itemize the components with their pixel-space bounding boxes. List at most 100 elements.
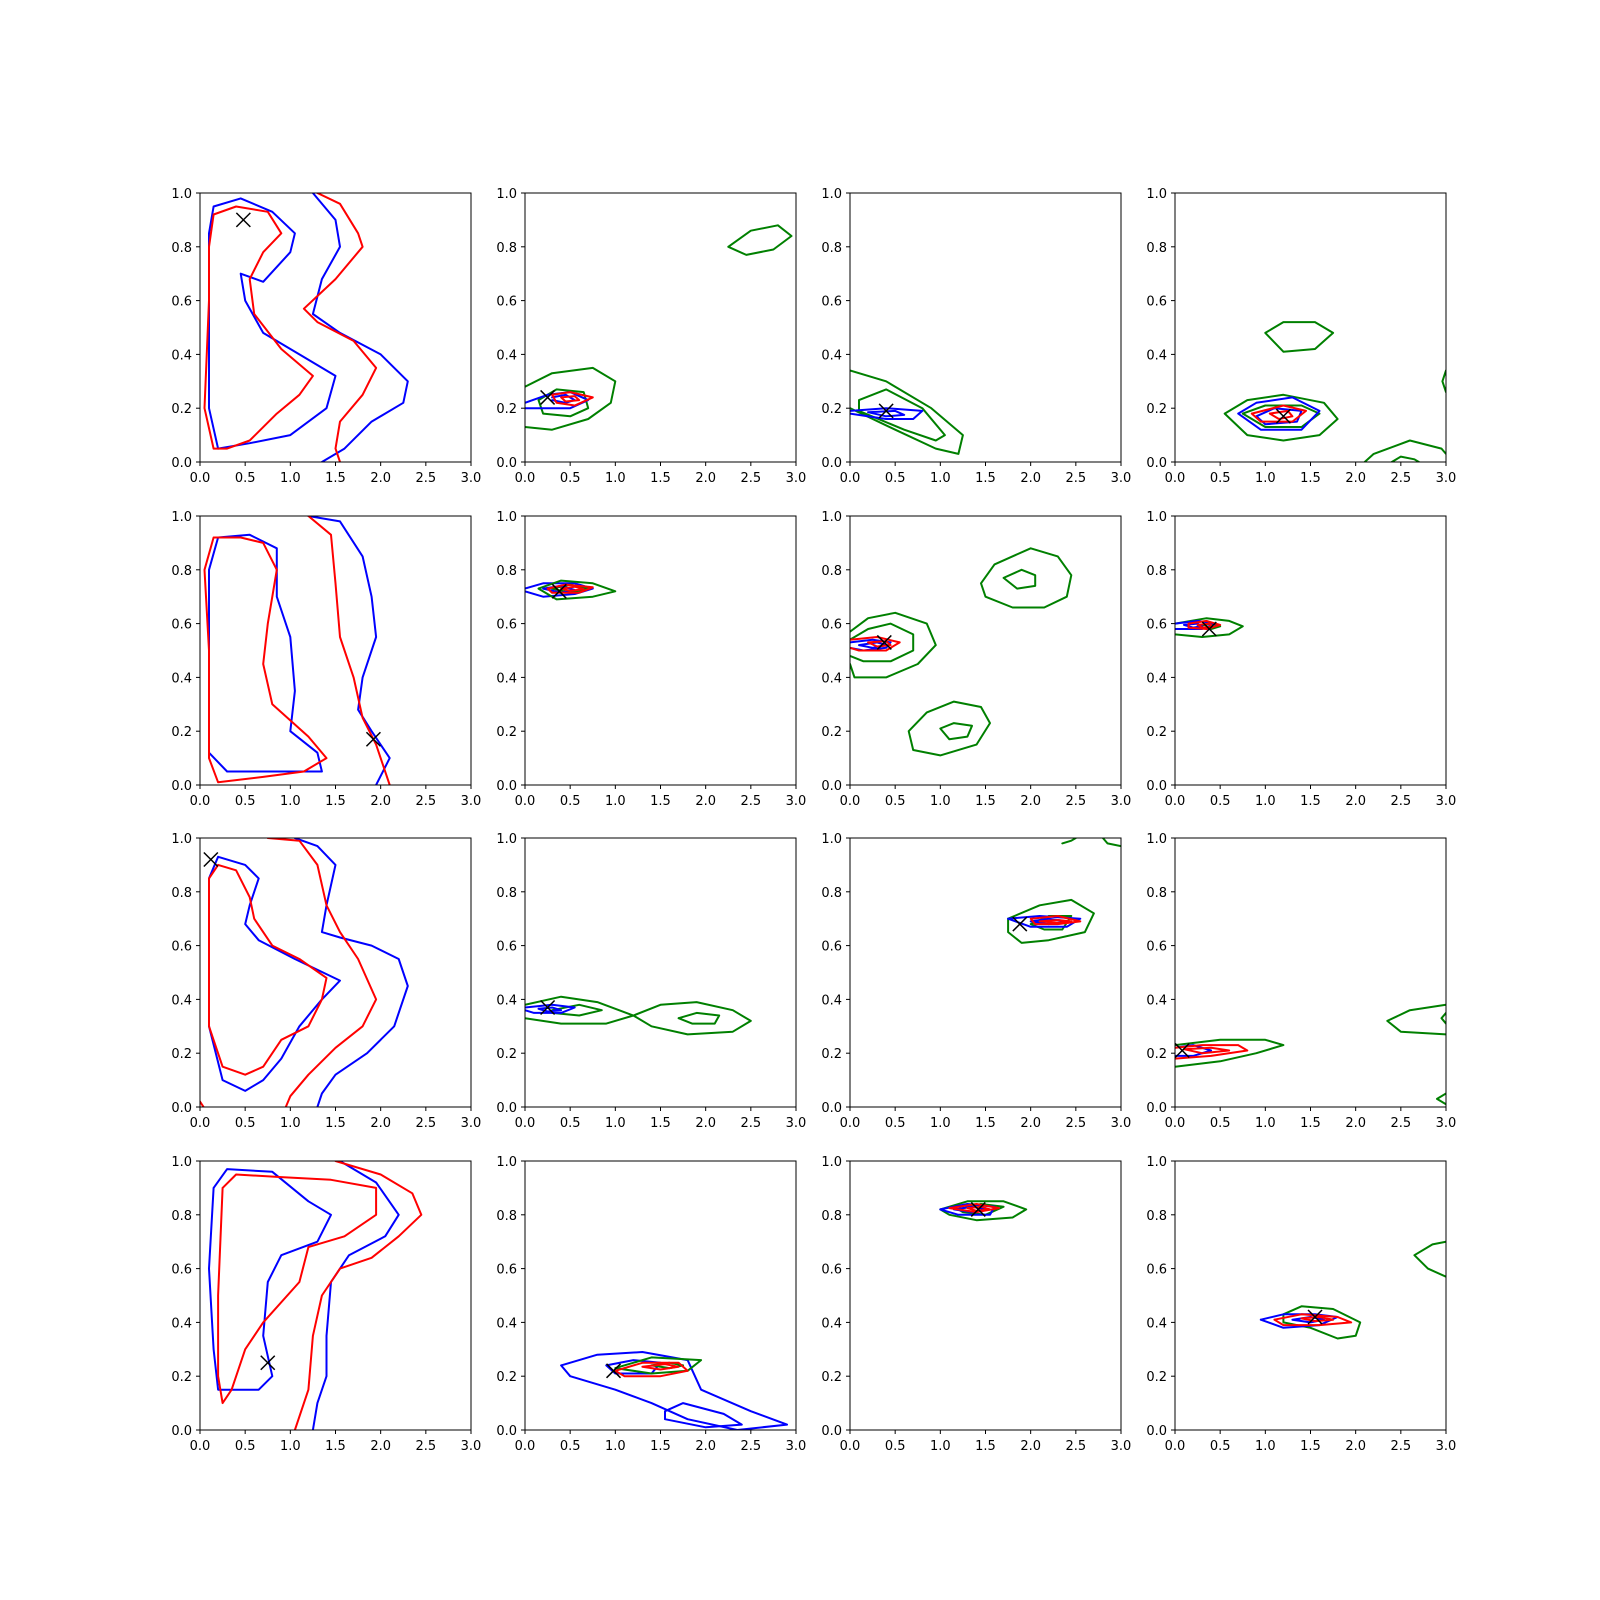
subplot-3-1: 0.0 0.5 1.0 1.5 2.0 2.5 3.0 0.0 0.2 0.4 0.6 0.8 1.0 [496,1155,806,1454]
x-marker [1012,916,1028,932]
y-tick-label: 0.4 [821,671,842,686]
y-tick-label: 1.0 [171,1155,192,1170]
subplot-2-0: 0.0 0.5 1.0 1.5 2.0 2.5 3.0 0.0 0.2 0.4 0.6 0.8 1.0 [171,832,481,1131]
x-tick-label: 2.5 [1390,1439,1411,1454]
y-tick-label: 1.0 [821,187,842,202]
contour-blue-4 [525,1003,576,1014]
y-tick-label: 0.4 [171,671,192,686]
contour-red-4 [1250,404,1307,423]
x-tick-label: 2.5 [1390,794,1411,809]
x-marker [260,1355,276,1371]
x-tick-label: 0.5 [1210,1116,1231,1131]
contour-green-0 [1175,617,1244,638]
y-tick-label: 0.4 [821,1316,842,1331]
x-tick-label: 0.5 [560,794,581,809]
x-tick-label: 0.0 [840,1439,861,1454]
x-tick-label: 1.0 [1255,471,1276,486]
x-tick-label: 0.0 [840,794,861,809]
x-tick-label: 1.0 [605,471,626,486]
y-tick-label: 0.4 [821,348,842,363]
x-tick-label: 3.0 [786,471,807,486]
contour-green-1 [858,388,946,442]
x-tick-label: 1.5 [1300,1116,1321,1131]
y-tick-label: 0.0 [171,1424,192,1439]
contour-group [1223,321,1446,462]
contour-red-3 [293,1161,423,1430]
subplot-2-2: 0.0 0.5 1.0 1.5 2.0 2.5 3.0 0.0 0.2 0.4 0.6 0.8 1.0 [821,832,1131,1131]
y-tick-label: 0.0 [821,779,842,794]
y-tick-label: 0.2 [171,402,192,417]
x-tick-label: 2.0 [1345,471,1366,486]
contour-green-1 [1386,1003,1446,1036]
y-tick-label: 0.2 [171,1047,192,1062]
x-tick-label: 1.5 [1300,471,1321,486]
y-tick-label: 0.8 [1146,564,1167,579]
x-tick-label: 1.5 [650,1439,671,1454]
y-tick-label: 0.6 [1146,295,1167,310]
y-tick-label: 1.0 [496,510,517,525]
x-tick-label: 2.0 [370,471,391,486]
y-tick-label: 0.0 [821,1101,842,1116]
y-tick-label: 0.6 [496,940,517,955]
x-tick-label: 0.0 [1165,794,1186,809]
y-tick-label: 1.0 [1146,510,1167,525]
contour-green-0 [1223,393,1339,442]
x-tick-label: 3.0 [1436,1439,1457,1454]
contour-green-7 [1002,568,1037,590]
y-tick-label: 1.0 [1146,187,1167,202]
y-tick-label: 0.2 [496,1047,517,1062]
x-tick-label: 1.5 [975,471,996,486]
y-tick-label: 0.4 [1146,671,1167,686]
x-tick-label: 2.5 [740,471,761,486]
axes-frame [524,1160,797,1431]
y-tick-label: 1.0 [496,832,517,847]
x-tick-label: 0.0 [515,1116,536,1131]
x-marker [605,1363,622,1379]
y-tick-label: 0.0 [1146,1424,1167,1439]
y-tick-label: 0.6 [171,618,192,633]
y-tick-label: 1.0 [821,1155,842,1170]
y-tick-label: 0.8 [1146,886,1167,901]
x-tick-label: 1.0 [605,794,626,809]
y-tick-label: 0.6 [1146,940,1167,955]
x-tick-label: 1.0 [280,1439,301,1454]
contour-red-4 [551,391,594,407]
x-tick-label: 0.5 [235,471,256,486]
subplot-0-2: 0.0 0.5 1.0 1.5 2.0 2.5 3.0 0.0 0.2 0.4 0.6 0.8 1.0 [821,187,1131,486]
x-tick-label: 0.5 [560,471,581,486]
contour-green-8 [1390,455,1420,462]
contour-red-3 [1273,1313,1353,1327]
contour-green-9 [1441,369,1446,394]
x-tick-label: 0.5 [235,1116,256,1131]
x-tick-label: 2.5 [740,1116,761,1131]
y-tick-label: 0.2 [1146,402,1167,417]
x-tick-label: 1.0 [930,1439,951,1454]
contour-green-1 [850,622,915,663]
contour-red-5 [560,395,581,403]
axes-frame [199,515,472,786]
x-marker [1201,621,1217,637]
subplot-0-3: 0.0 0.5 1.0 1.5 2.0 2.5 3.0 0.0 0.2 0.4 0.6 0.8 1.0 [1146,187,1456,486]
contour-green-7 [1101,838,1121,848]
x-tick-label: 0.5 [885,1116,906,1131]
y-tick-label: 0.0 [1146,1101,1167,1116]
x-tick-label: 2.0 [370,1439,391,1454]
x-tick-label: 2.5 [415,471,436,486]
contour-group [208,1161,423,1430]
y-tick-label: 0.6 [821,618,842,633]
contour-green-9 [939,722,973,741]
contour-red-2 [217,1173,378,1405]
x-tick-label: 3.0 [786,1439,807,1454]
contour-red-3 [307,516,391,785]
x-tick-label: 1.5 [650,794,671,809]
y-tick-label: 0.8 [171,886,192,901]
y-tick-label: 0.8 [821,564,842,579]
y-tick-label: 0.0 [1146,456,1167,471]
x-tick-label: 0.5 [560,1439,581,1454]
contour-blue-0 [560,1351,788,1430]
axes-frame [849,837,1122,1108]
x-tick-label: 1.5 [650,471,671,486]
contour-green-3 [614,1356,703,1375]
y-tick-label: 0.4 [171,993,192,1008]
y-tick-label: 0.4 [171,1316,192,1331]
